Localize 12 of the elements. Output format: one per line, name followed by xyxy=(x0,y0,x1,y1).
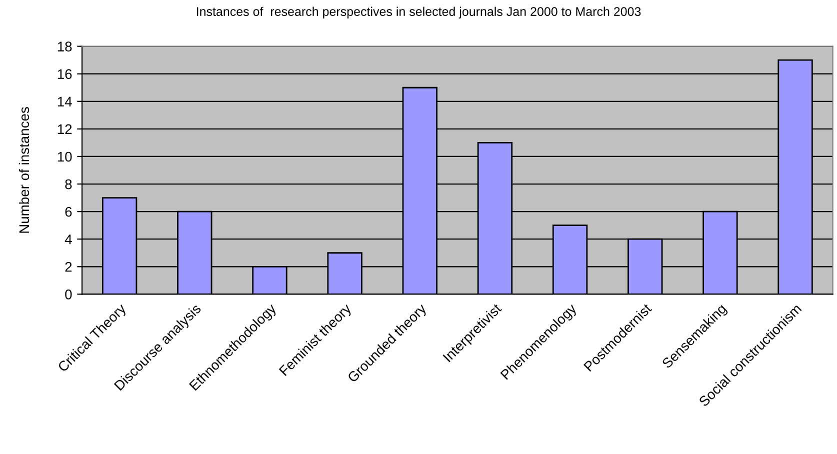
y-tick-label: 12 xyxy=(58,124,72,134)
y-tick-label: 10 xyxy=(58,152,72,162)
y-tick-label: 0 xyxy=(65,290,72,300)
y-tick-label: 16 xyxy=(58,69,72,80)
y-tick-label: 4 xyxy=(64,234,72,244)
y-tick-label: 6 xyxy=(65,206,72,217)
y-tick-label: 18 xyxy=(58,42,72,52)
chart-title: Instances of research perspectives in selected journals Jan 2000 to March 2003 xyxy=(196,6,641,18)
y-tick-label: 2 xyxy=(65,262,72,272)
y-tick-label: 8 xyxy=(65,179,72,190)
y-axis-title: Number of instances xyxy=(18,107,30,233)
y-tick-label: 14 xyxy=(58,96,72,106)
